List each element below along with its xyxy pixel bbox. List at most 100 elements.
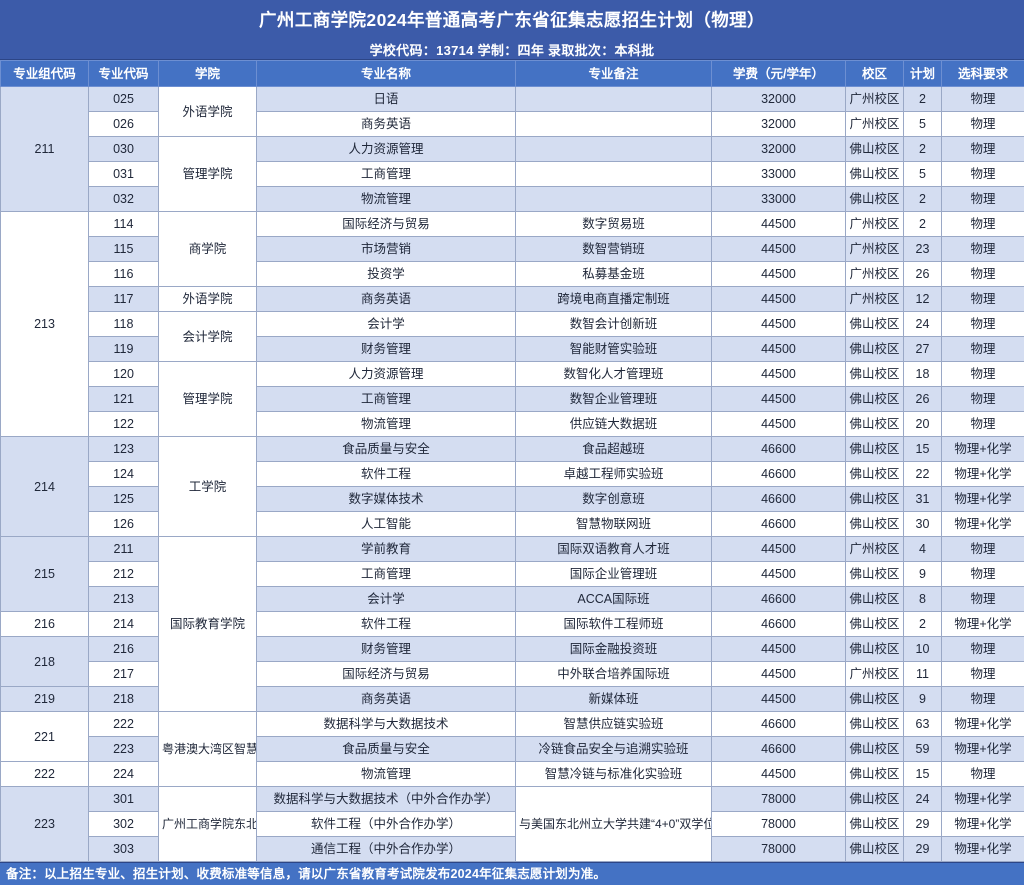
cell-subject: 物理: [942, 637, 1024, 662]
cell-tuition: 46600: [712, 487, 846, 512]
cell-subject: 物理: [942, 187, 1024, 212]
cell-plan: 26: [904, 262, 942, 287]
cell-college: 会计学院: [159, 312, 257, 362]
cell-tuition: 44500: [712, 262, 846, 287]
cell-remark: 供应链大数据班: [516, 412, 712, 437]
cell-subject: 物理: [942, 587, 1024, 612]
cell-plan: 15: [904, 437, 942, 462]
cell-major-code: 211: [89, 537, 159, 562]
cell-tuition: 32000: [712, 87, 846, 112]
cell-plan: 11: [904, 662, 942, 687]
cell-major-name: 人力资源管理: [257, 137, 516, 162]
cell-plan: 2: [904, 212, 942, 237]
cell-remark: 跨境电商直播定制班: [516, 287, 712, 312]
cell-campus: 佛山校区: [846, 712, 904, 737]
cell-remark: 国际双语教育人才班: [516, 537, 712, 562]
cell-subject: 物理: [942, 337, 1024, 362]
cell-remark: [516, 137, 712, 162]
cell-subject: 物理+化学: [942, 437, 1024, 462]
cell-plan: 30: [904, 512, 942, 537]
page-title: 广州工商学院2024年普通高考广东省征集志愿招生计划（物理）: [0, 9, 1024, 31]
cell-campus: 佛山校区: [846, 562, 904, 587]
cell-remark: 中外联合培养国际班: [516, 662, 712, 687]
cell-major-code: 032: [89, 187, 159, 212]
cell-major-name: 商务英语: [257, 112, 516, 137]
cell-major-name: 市场营销: [257, 237, 516, 262]
cell-group-code: 216: [1, 612, 89, 637]
cell-plan: 4: [904, 537, 942, 562]
cell-campus: 广州校区: [846, 662, 904, 687]
cell-remark: [516, 87, 712, 112]
cell-tuition: 46600: [712, 462, 846, 487]
cell-plan: 2: [904, 612, 942, 637]
cell-remark: 冷链食品安全与追溯实验班: [516, 737, 712, 762]
cell-major-code: 212: [89, 562, 159, 587]
cell-campus: 佛山校区: [846, 837, 904, 862]
cell-subject: 物理: [942, 137, 1024, 162]
cell-major-code: 301: [89, 787, 159, 812]
cell-college: 管理学院: [159, 137, 257, 212]
cell-subject: 物理+化学: [942, 512, 1024, 537]
cell-tuition: 44500: [712, 537, 846, 562]
cell-plan: 5: [904, 112, 942, 137]
cell-remark: 数字创意班: [516, 487, 712, 512]
cell-plan: 29: [904, 812, 942, 837]
cell-major-code: 222: [89, 712, 159, 737]
cell-major-name: 工商管理: [257, 162, 516, 187]
cell-major-name: 物流管理: [257, 187, 516, 212]
cell-subject: 物理: [942, 112, 1024, 137]
cell-tuition: 32000: [712, 137, 846, 162]
cell-group-code: 223: [1, 787, 89, 862]
cell-remark: [516, 187, 712, 212]
cell-major-name: 物流管理: [257, 412, 516, 437]
cell-plan: 29: [904, 837, 942, 862]
cell-major-code: 114: [89, 212, 159, 237]
cell-remark: [516, 162, 712, 187]
cell-major-code: 214: [89, 612, 159, 637]
cell-tuition: 44500: [712, 412, 846, 437]
cell-tuition: 44500: [712, 562, 846, 587]
col-header-plan: 计划: [904, 61, 942, 87]
cell-major-name: 商务英语: [257, 287, 516, 312]
footer-note: 备注：以上招生专业、招生计划、收费标准等信息，请以广东省教育考试院发布2024年…: [0, 862, 1024, 885]
cell-tuition: 46600: [712, 737, 846, 762]
col-header-group-code: 专业组代码: [1, 61, 89, 87]
cell-remark: [516, 112, 712, 137]
cell-tuition: 78000: [712, 837, 846, 862]
cell-major-name: 工商管理: [257, 387, 516, 412]
cell-major-name: 财务管理: [257, 337, 516, 362]
col-header-campus: 校区: [846, 61, 904, 87]
cell-major-name: 物流管理: [257, 762, 516, 787]
cell-subject: 物理: [942, 412, 1024, 437]
admission-plan-table: 专业组代码 专业代码 学院 专业名称 专业备注 学费（元/学年） 校区 计划 选…: [0, 60, 1024, 862]
cell-subject: 物理+化学: [942, 812, 1024, 837]
cell-tuition: 33000: [712, 187, 846, 212]
cell-plan: 15: [904, 762, 942, 787]
cell-campus: 佛山校区: [846, 362, 904, 387]
cell-remark: 数智化人才管理班: [516, 362, 712, 387]
cell-tuition: 44500: [712, 387, 846, 412]
cell-subject: 物理: [942, 162, 1024, 187]
cell-tuition: 46600: [712, 612, 846, 637]
cell-subject: 物理: [942, 362, 1024, 387]
cell-major-name: 日语: [257, 87, 516, 112]
cell-major-code: 126: [89, 512, 159, 537]
cell-major-name: 软件工程: [257, 462, 516, 487]
col-header-remark: 专业备注: [516, 61, 712, 87]
cell-major-name: 食品质量与安全: [257, 437, 516, 462]
cell-major-name: 工商管理: [257, 562, 516, 587]
cell-tuition: 44500: [712, 762, 846, 787]
cell-college: 管理学院: [159, 362, 257, 437]
cell-tuition: 33000: [712, 162, 846, 187]
cell-major-code: 223: [89, 737, 159, 762]
